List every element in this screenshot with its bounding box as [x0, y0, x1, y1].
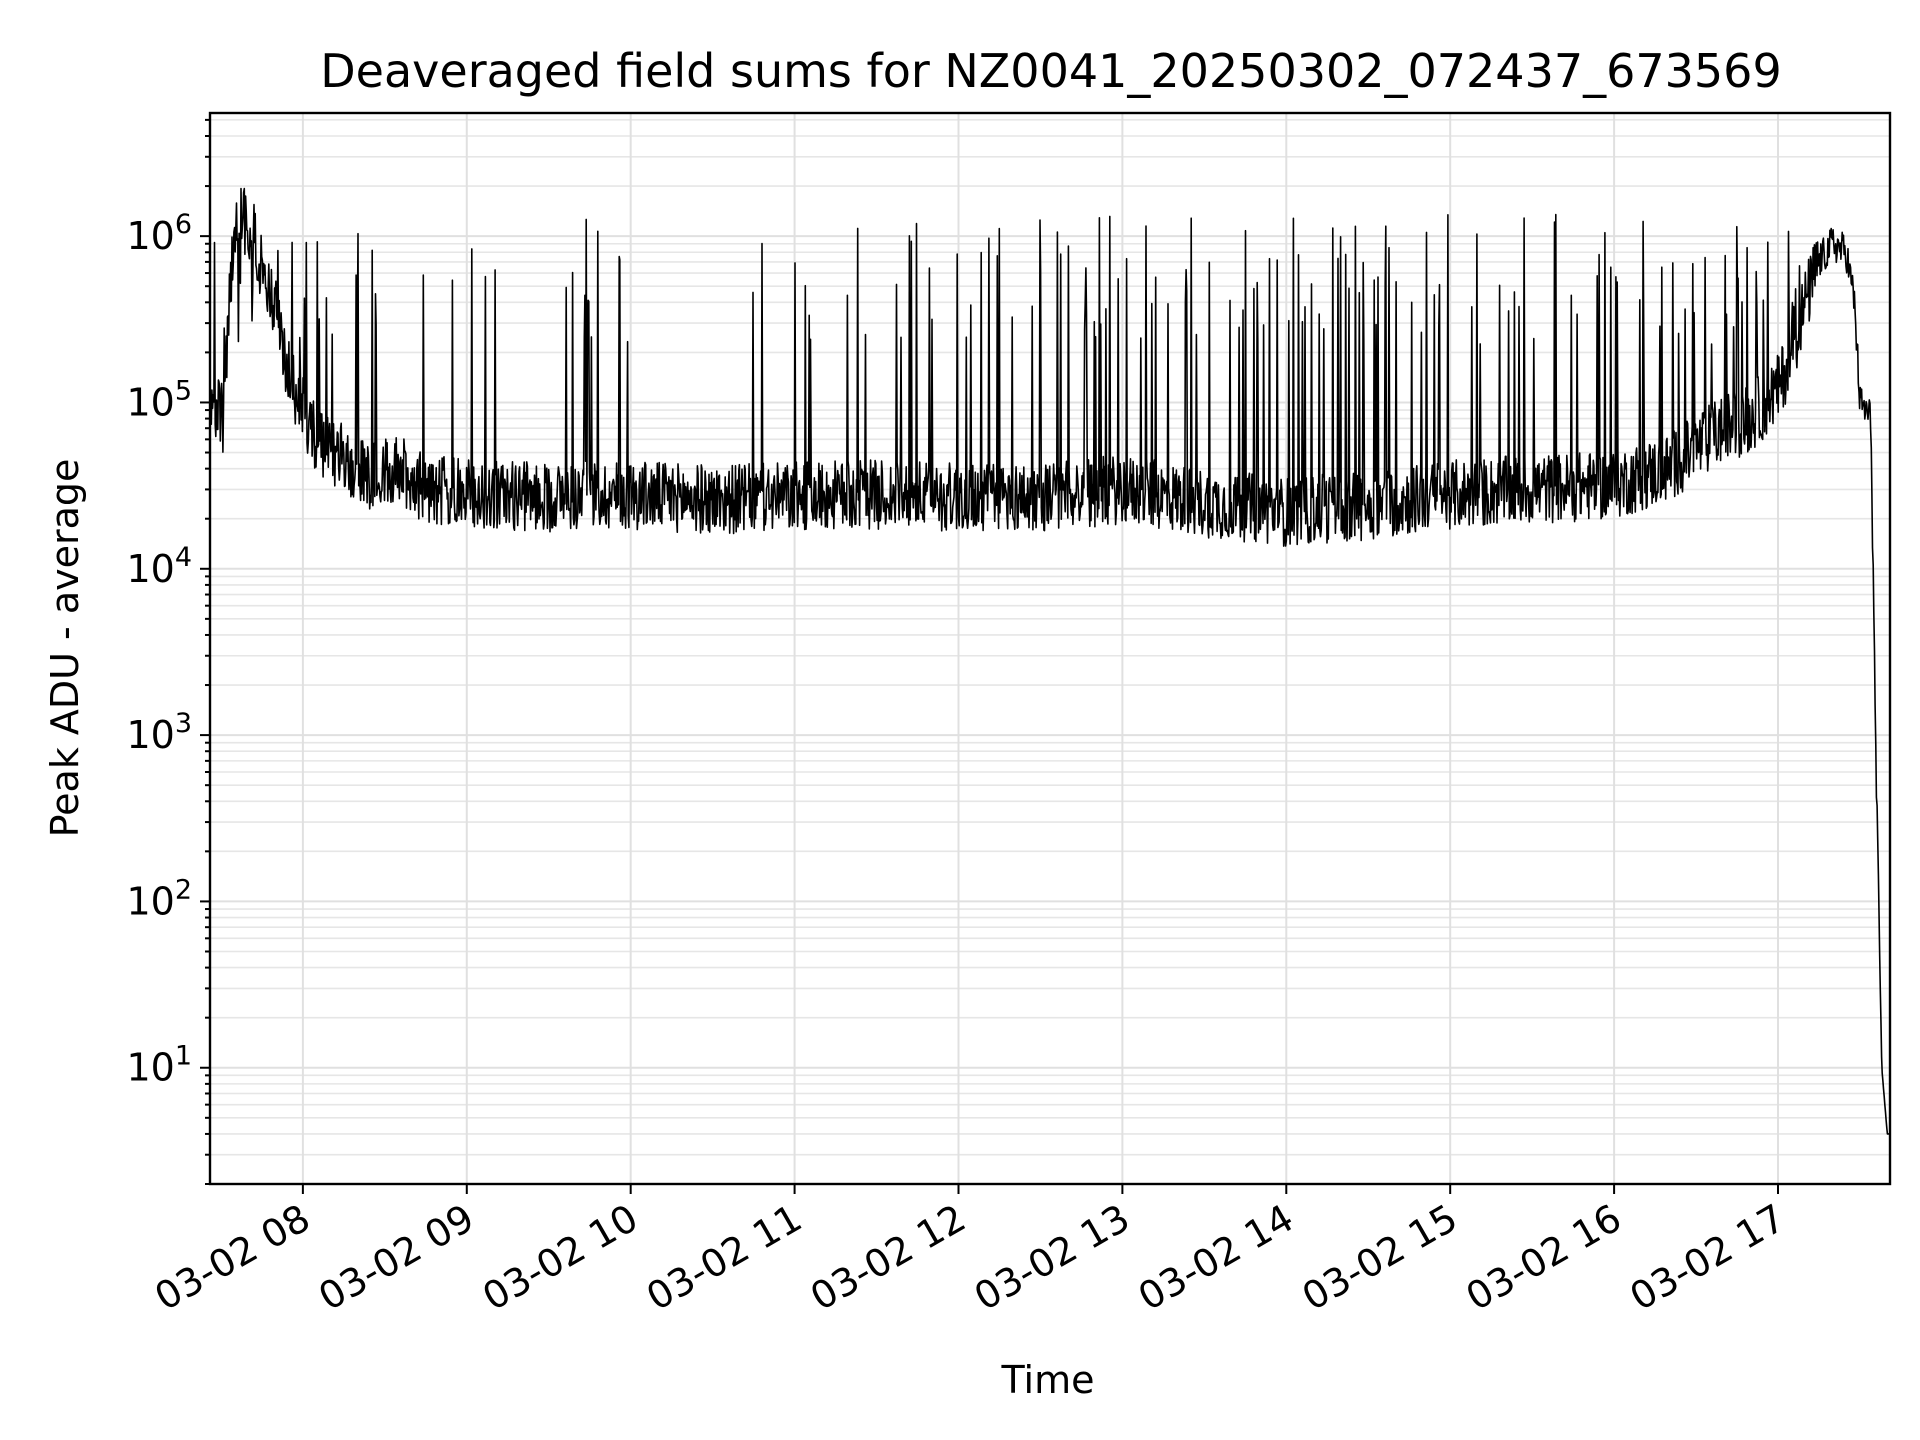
y-tick-label: 105: [126, 375, 192, 424]
x-tick-label: 03-02 13: [967, 1196, 1137, 1320]
y-tick-base: 10: [126, 547, 174, 591]
y-tick-label: 103: [126, 708, 192, 757]
y-tick-label: 102: [126, 874, 192, 923]
chart-title: Deaveraged field sums for NZ0041_2025030…: [320, 44, 1781, 98]
series-line: [209, 187, 1891, 1135]
x-tick-label: 03-02 11: [639, 1196, 809, 1320]
x-tick-label: 03-02 15: [1295, 1196, 1465, 1320]
y-tick-exponent: 2: [175, 874, 192, 905]
y-tick-base: 10: [126, 713, 174, 757]
y-tick-base: 10: [126, 1046, 174, 1090]
y-tick-exponent: 4: [175, 542, 192, 573]
x-tick-label: 03-02 17: [1623, 1196, 1793, 1320]
y-tick-exponent: 3: [175, 708, 192, 739]
y-tick-base: 10: [126, 879, 174, 923]
y-tick-base: 10: [126, 214, 174, 258]
x-tick-label: 03-02 12: [803, 1196, 973, 1320]
plot-frame: [208, 111, 1892, 1186]
grid: [210, 113, 1890, 1185]
y-tick-base: 10: [126, 380, 174, 424]
x-axis-label: Time: [1001, 1358, 1095, 1402]
y-tick-exponent: 1: [175, 1041, 192, 1072]
x-tick-label: 03-02 16: [1459, 1196, 1629, 1320]
y-tick-label: 106: [126, 209, 192, 258]
y-tick-exponent: 5: [175, 375, 192, 406]
y-tick-label: 101: [126, 1041, 192, 1090]
x-tick-label: 03-02 14: [1131, 1196, 1301, 1320]
x-tick-label: 03-02 09: [311, 1196, 481, 1320]
y-axis-label: Peak ADU - average: [43, 459, 87, 838]
y-tick-exponent: 6: [175, 209, 192, 240]
y-tick-label: 104: [126, 542, 192, 591]
x-tick-label: 03-02 08: [147, 1196, 317, 1320]
x-tick-label: 03-02 10: [475, 1196, 645, 1320]
